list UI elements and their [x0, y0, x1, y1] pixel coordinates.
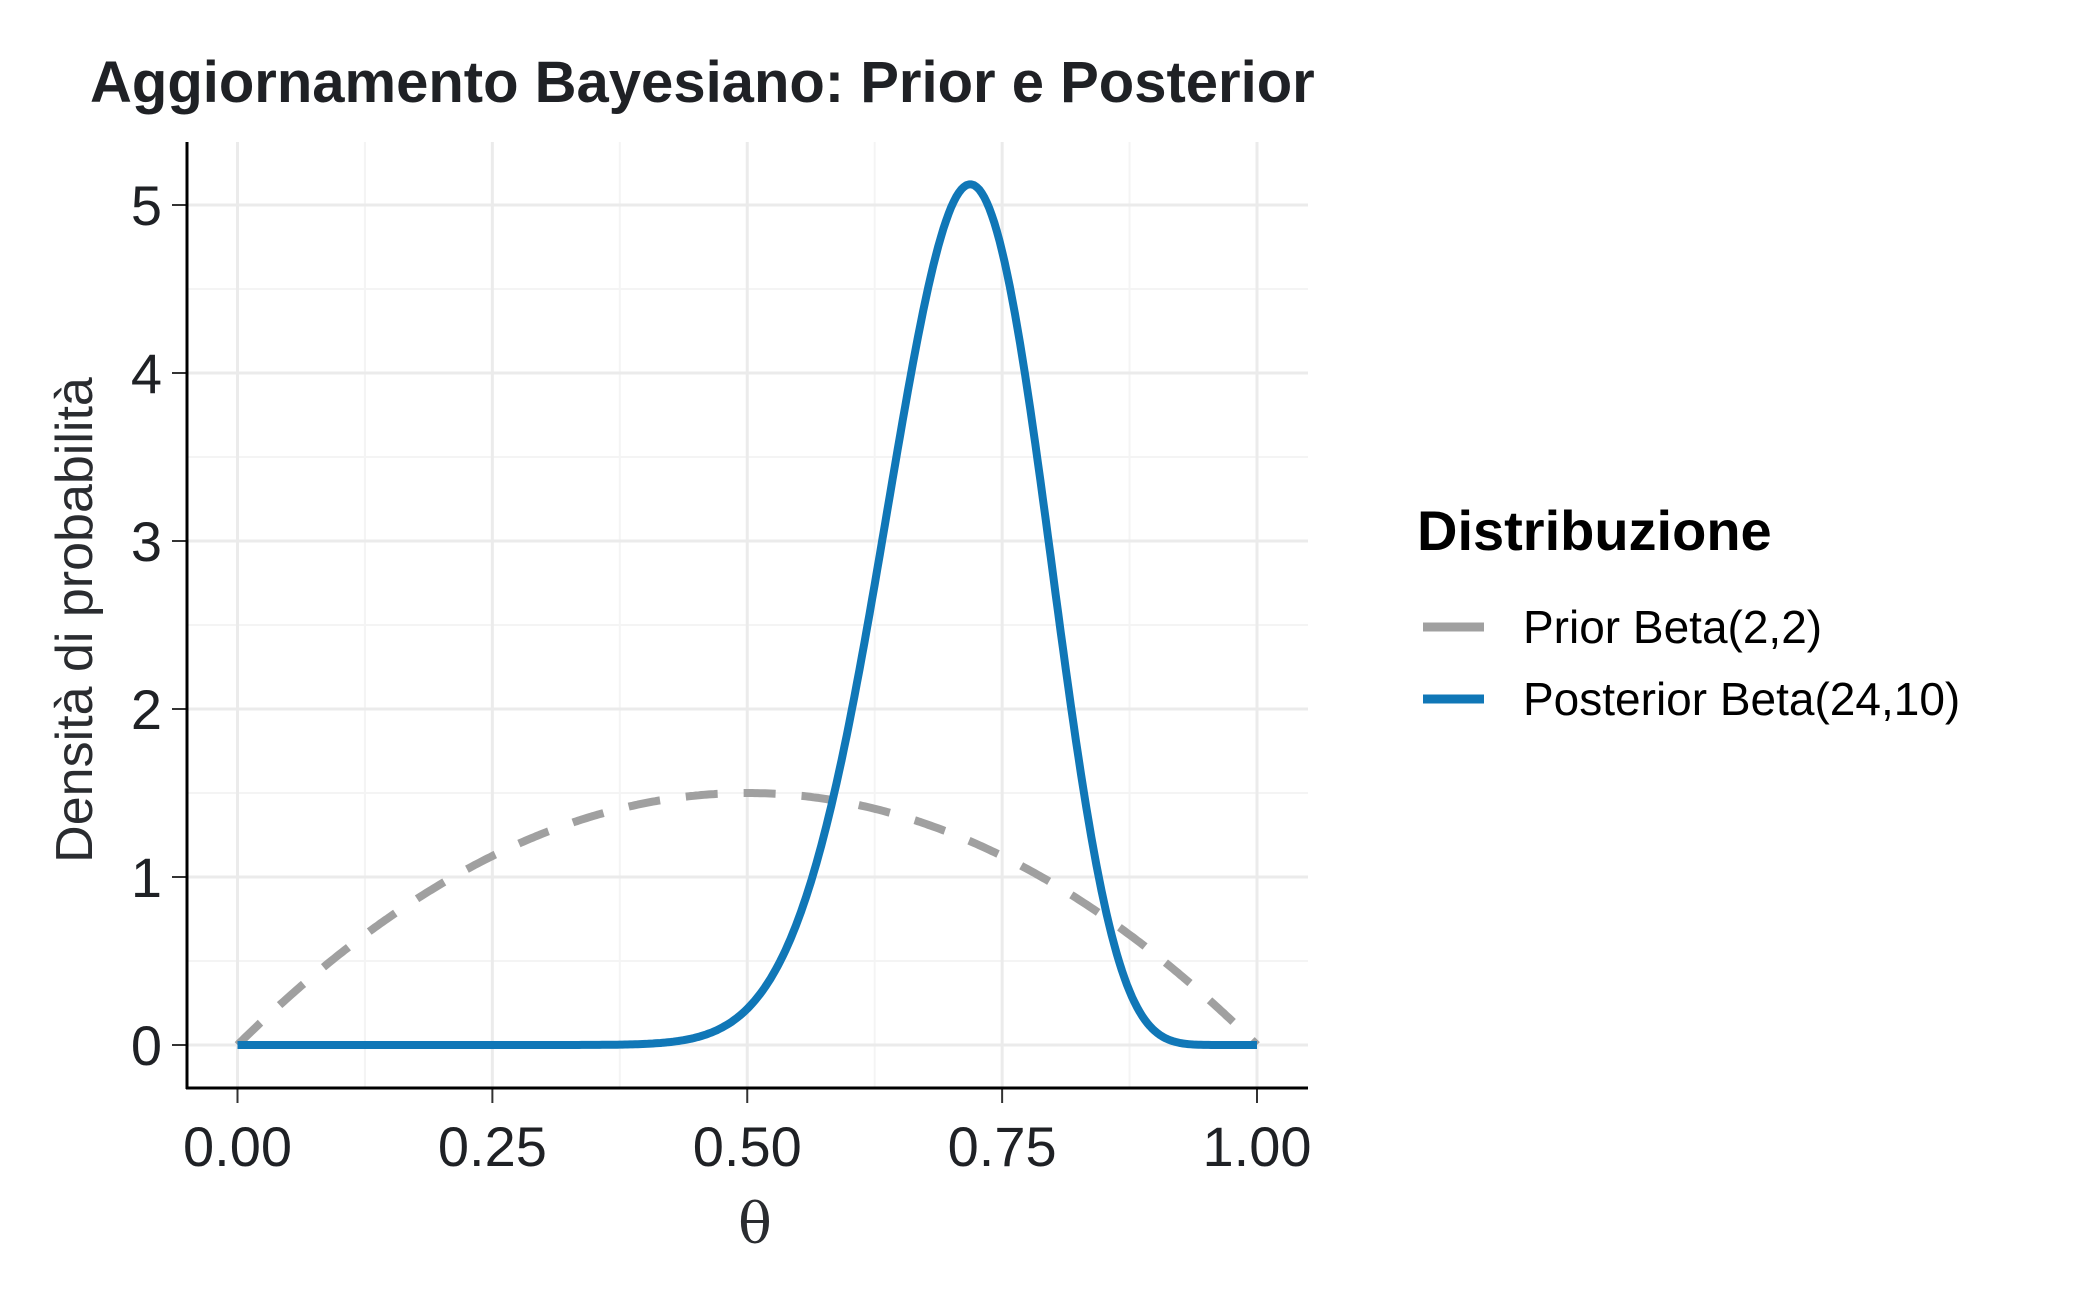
y-tick-label: 4	[131, 342, 162, 405]
y-axis-title: Densità di probabilità	[46, 377, 104, 863]
x-axis-title: θ	[738, 1192, 772, 1257]
y-tick-label: 3	[131, 510, 162, 573]
x-tick-label: 0.75	[948, 1115, 1057, 1178]
legend-label-prior: Prior Beta(2,2)	[1523, 601, 1822, 653]
legend: Distribuzione Prior Beta(2,2) Posterior …	[1417, 499, 1960, 725]
prior-line	[234, 789, 1260, 1048]
y-tick-label: 0	[131, 1014, 162, 1077]
x-tick-label: 0.25	[438, 1115, 547, 1178]
y-tick-label: 5	[131, 174, 162, 237]
legend-title: Distribuzione	[1417, 499, 1772, 562]
axes: 0.00 0.25 0.50 0.75 1.00 0 1 2 3 4 5	[131, 142, 1312, 1178]
y-tick-label: 2	[131, 678, 162, 741]
x-tick-label: 1.00	[1203, 1115, 1312, 1178]
posterior-line	[236, 180, 1259, 1049]
legend-label-posterior: Posterior Beta(24,10)	[1523, 673, 1960, 725]
series-lines	[234, 180, 1260, 1049]
y-tick-label: 1	[131, 846, 162, 909]
x-tick-label: 0.00	[183, 1115, 292, 1178]
x-tick-label: 0.50	[693, 1115, 802, 1178]
chart-title: Aggiornamento Bayesiano: Prior e Posteri…	[90, 50, 1315, 115]
grid	[187, 142, 1308, 1088]
